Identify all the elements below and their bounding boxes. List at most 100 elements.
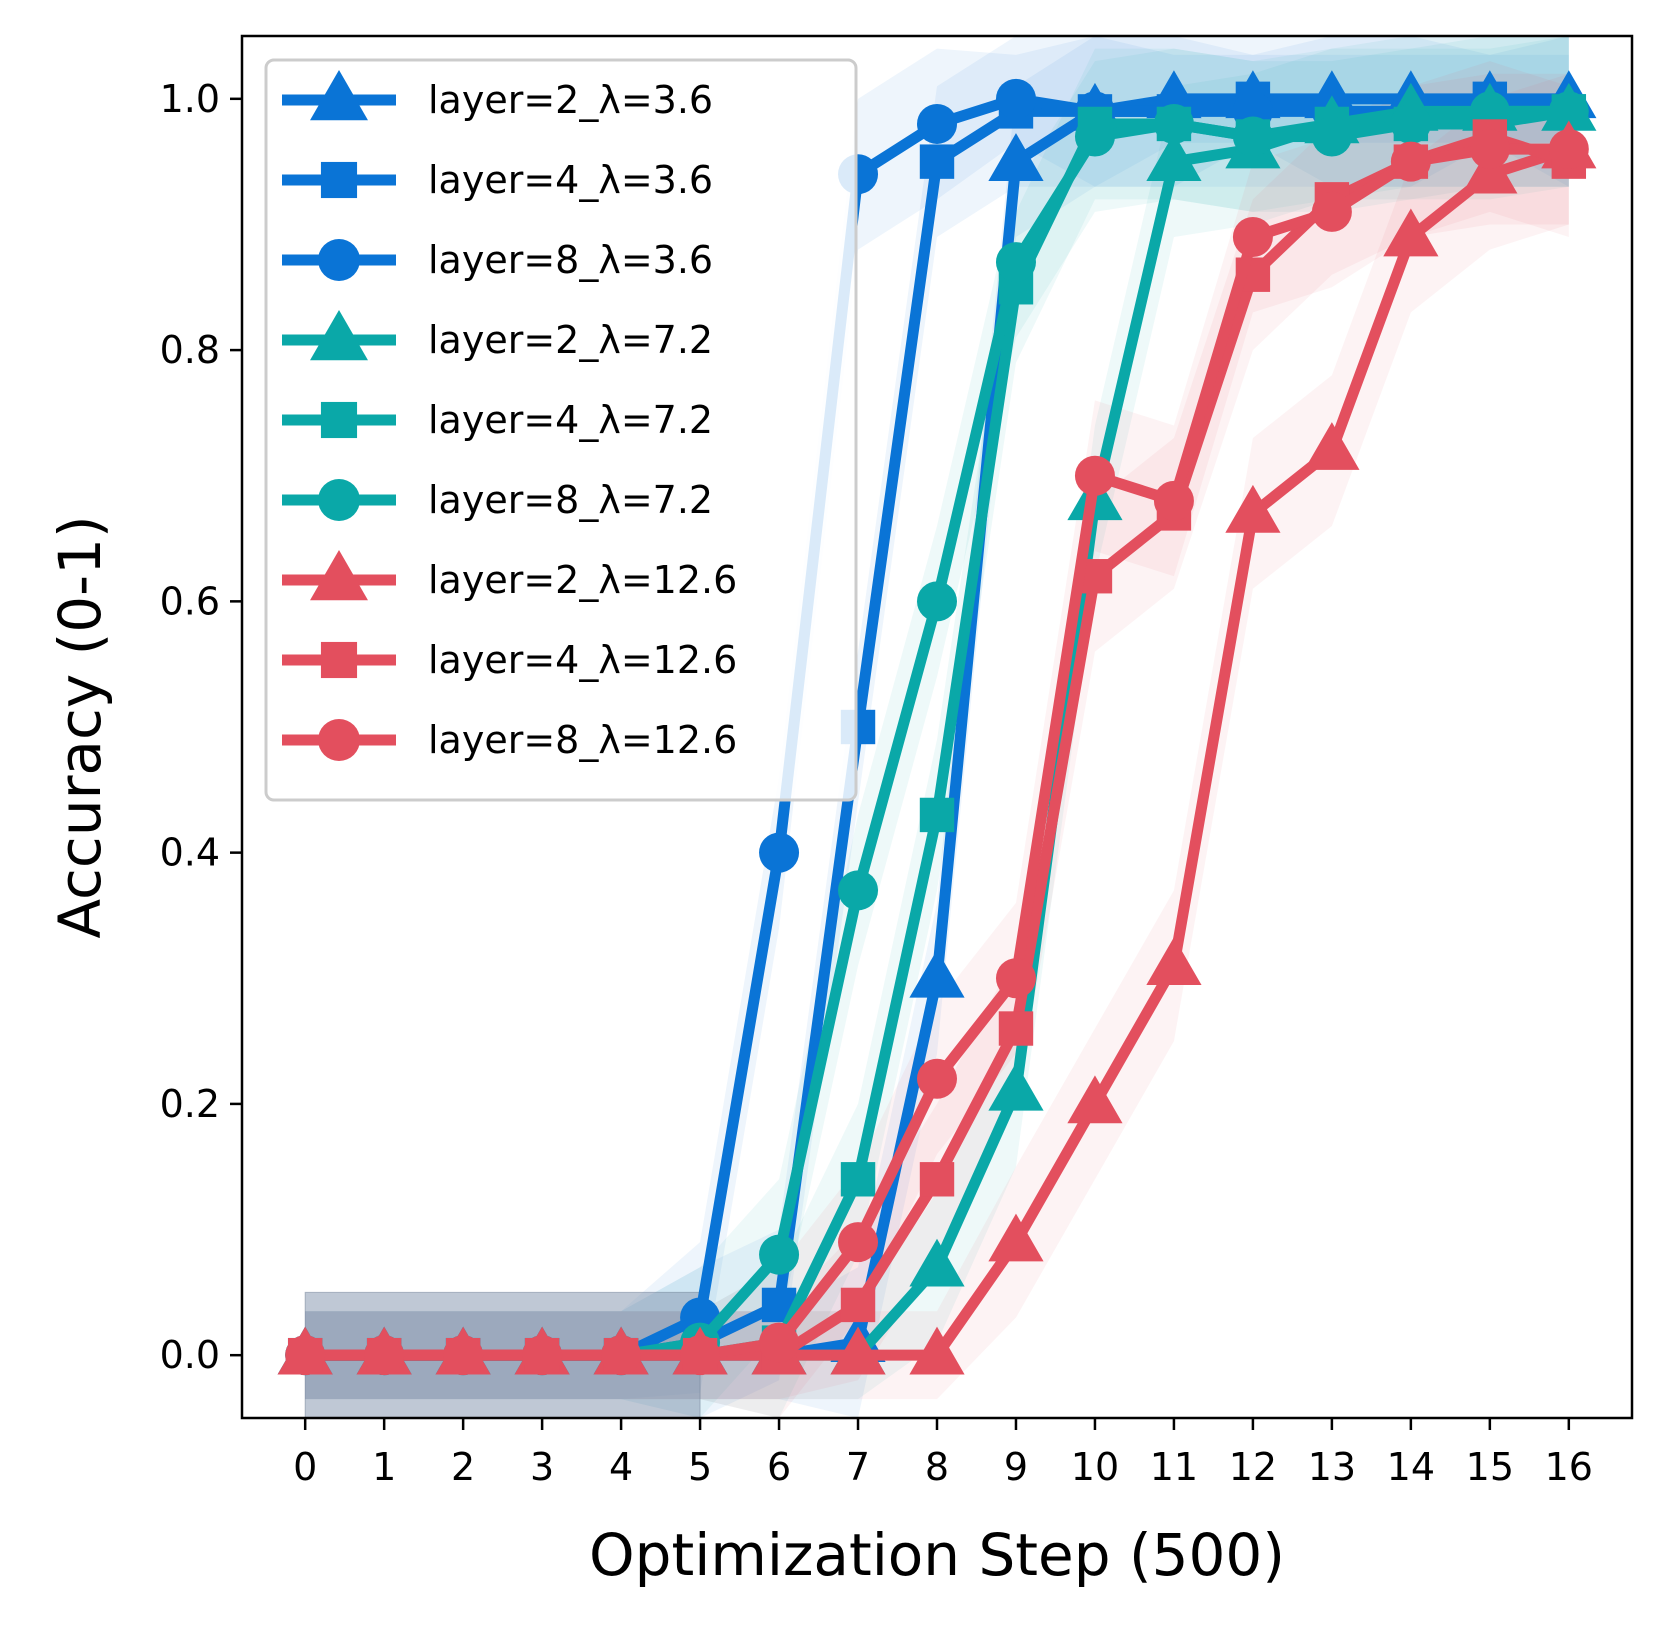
series-lines (277, 70, 1597, 1376)
data-point (830, 1326, 886, 1375)
data-point (1304, 422, 1360, 470)
legend-label: layer=8_λ=12.6 (428, 718, 737, 762)
y-tick-label: 1.0 (160, 77, 220, 121)
data-point (1153, 480, 1194, 521)
data-point (840, 1162, 876, 1197)
data-point (917, 581, 957, 622)
x-tick-label: 16 (1545, 1445, 1593, 1489)
data-point (1074, 455, 1115, 496)
data-point (838, 1222, 879, 1263)
legend-marker (320, 641, 358, 679)
confidence-band-2 (305, 36, 1569, 1400)
x-tick-label: 9 (1004, 1445, 1028, 1489)
x-tick-label: 8 (925, 1445, 949, 1489)
data-point (1146, 937, 1202, 986)
data-point (988, 1213, 1044, 1262)
data-point (1153, 103, 1194, 144)
y-axis-label: Accuracy (0-1) (46, 515, 114, 938)
x-tick-label: 15 (1466, 1445, 1514, 1489)
data-point (998, 1011, 1034, 1046)
legend-marker (320, 401, 358, 439)
legend-label: layer=8_λ=7.2 (428, 478, 713, 522)
y-axis-ticks: 0.0 0.2 0.4 0.6 0.8 1.0 (160, 77, 242, 1377)
data-point (909, 1238, 965, 1287)
data-point (919, 144, 955, 179)
legend-box (264, 58, 858, 802)
data-point (840, 1287, 876, 1323)
y-tick-label: 0.4 (160, 831, 220, 875)
legend-item: layer=8_λ=12.6 (282, 718, 737, 762)
data-point (838, 870, 879, 911)
data-point (995, 958, 1036, 999)
legend-item: layer=4_λ=3.6 (282, 158, 713, 202)
legend-item: layer=4_λ=12.6 (282, 638, 737, 682)
data-point (1548, 91, 1589, 132)
legend-label: layer=8_λ=3.6 (428, 238, 713, 282)
legend-marker (310, 310, 368, 361)
data-point (759, 1234, 800, 1275)
data-point (1232, 116, 1273, 157)
confidence-band-7 (305, 61, 1569, 1400)
data-point (601, 1335, 642, 1376)
data-point (1469, 129, 1510, 170)
data-point (1311, 191, 1352, 232)
data-point (759, 832, 800, 873)
legend-label: layer=4_λ=12.6 (428, 638, 737, 682)
data-point (995, 78, 1036, 119)
data-point (909, 1326, 965, 1375)
x-tick-label: 5 (688, 1445, 712, 1489)
data-point (1390, 141, 1431, 182)
x-tick-label: 7 (846, 1445, 870, 1489)
legend-item: layer=2_λ=3.6 (282, 70, 713, 122)
legend-marker (318, 479, 360, 521)
x-axis-label: Optimization Step (500) (589, 1521, 1285, 1589)
confidence-band-4 (305, 36, 1569, 1418)
legend-item: layer=8_λ=3.6 (282, 238, 713, 282)
x-tick-label: 2 (451, 1445, 475, 1489)
legend-label: layer=4_λ=3.6 (428, 158, 713, 202)
legend: layer=2_λ=3.6 layer=4_λ=3.6 layer=8_λ=3.6l… (264, 58, 858, 802)
data-point (285, 1335, 326, 1376)
legend-item: layer=4_λ=7.2 (282, 398, 713, 442)
data-point (995, 242, 1036, 283)
x-tick-label: 14 (1387, 1445, 1435, 1489)
legend-marker (310, 550, 368, 601)
confidence-band-5 (305, 36, 1569, 1418)
legend-label: layer=2_λ=3.6 (428, 78, 713, 122)
x-tick-label: 0 (293, 1445, 317, 1489)
legend-label: layer=4_λ=7.2 (428, 398, 713, 442)
data-point (522, 1335, 563, 1376)
data-point (364, 1335, 405, 1376)
y-tick-label: 0.2 (160, 1082, 220, 1126)
x-axis-ticks: 0 1 2 3 4 5 6 7 8 9 10 11 12 13 14 15 16 (293, 1418, 1593, 1489)
data-point (1074, 116, 1115, 157)
legend-marker (320, 161, 358, 199)
data-point (1462, 145, 1518, 194)
x-tick-label: 10 (1071, 1445, 1119, 1489)
legend-marker (318, 719, 360, 761)
data-point (988, 1062, 1044, 1111)
series-8 (285, 129, 1589, 1376)
data-point (1146, 133, 1202, 181)
legend-item: layer=2_λ=7.2 (282, 310, 713, 362)
legend-label: layer=2_λ=7.2 (428, 318, 713, 362)
legend-marker (310, 70, 368, 121)
data-point (680, 1335, 721, 1376)
data-point (443, 1335, 484, 1376)
y-tick-label: 0.6 (160, 579, 220, 623)
legend-item: layer=8_λ=7.2 (282, 478, 713, 522)
data-point (759, 1322, 800, 1363)
y-tick-label: 0.0 (160, 1333, 220, 1377)
x-tick-label: 3 (530, 1445, 554, 1489)
data-point (1225, 484, 1281, 533)
x-tick-label: 4 (609, 1445, 633, 1489)
legend-item: layer=2_λ=12.6 (282, 550, 737, 602)
data-point (1067, 1075, 1123, 1124)
data-point (917, 103, 957, 144)
x-tick-label: 6 (767, 1445, 791, 1489)
confidence-band-3 (305, 36, 1569, 1400)
x-tick-label: 13 (1308, 1445, 1356, 1489)
y-tick-label: 0.8 (160, 328, 220, 372)
data-point (1311, 116, 1352, 157)
